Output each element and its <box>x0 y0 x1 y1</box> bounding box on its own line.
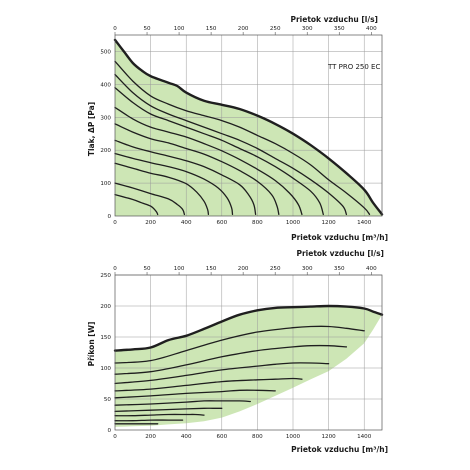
speed-curve-8 <box>114 162 210 216</box>
pressure-chart: Prietok vzduchu [l/s] 0 50 100 150 200 250 300… <box>87 15 388 242</box>
top-axis-title: Prietok vzduchu [l/s] <box>290 15 378 24</box>
speed-curve-2 <box>114 344 348 375</box>
top-tick-label: 150 <box>206 26 217 32</box>
x-tick-label: 0 <box>113 434 117 440</box>
speed-curve-7 <box>114 407 223 413</box>
y-tick-label: 200 <box>100 304 111 310</box>
y-tick-label: 400 <box>100 82 111 88</box>
x-tick-label: 1400 <box>357 220 372 226</box>
y-axis-ticks: 0 50 100 150 200 250 <box>100 273 111 434</box>
speed-curve-1 <box>114 60 371 216</box>
top-axis-title: Prietok vzduchu [l/s] <box>296 249 384 258</box>
speed-curve-3 <box>114 362 330 385</box>
x-tick-label: 1200 <box>321 434 336 440</box>
speed-curve-7 <box>114 152 234 216</box>
y-tick-label: 50 <box>104 397 112 403</box>
x-tick-label: 400 <box>181 220 192 226</box>
top-tick-label: 0 <box>113 26 117 32</box>
x-tick-label: 1200 <box>321 220 336 226</box>
x-tick-label: 600 <box>216 220 227 226</box>
y-tick-label: 150 <box>100 335 111 341</box>
speed-curve-5 <box>114 389 276 399</box>
x-tick-label: 200 <box>145 220 156 226</box>
speed-curve-9 <box>114 419 184 422</box>
power-chart: Prietok vzduchu [l/s] 0 50 100 150 200 250 300… <box>87 249 388 454</box>
x-tick-label: 1400 <box>357 434 372 440</box>
y-tick-label: 0 <box>107 214 111 220</box>
x-tick-label: 0 <box>113 220 117 226</box>
x-tick-label: 600 <box>216 434 227 440</box>
speed-curve-1 <box>114 325 365 364</box>
grid-lines <box>115 35 382 216</box>
plot-frame <box>114 34 383 217</box>
max-curve <box>113 304 384 352</box>
y-axis-title: Tlak, ΔP [Pa] <box>87 102 96 156</box>
speed-curve-4 <box>114 106 303 216</box>
y-tick-label: 300 <box>100 115 111 121</box>
top-tick-label: 100 <box>174 266 185 272</box>
speed-curve-6 <box>114 139 257 216</box>
top-tick-label: 250 <box>270 266 281 272</box>
x-tick-label: 400 <box>181 434 192 440</box>
speed-curves <box>114 325 365 425</box>
top-tick-label: 100 <box>174 26 185 32</box>
speed-curve-5 <box>114 123 280 216</box>
top-tick-label: 250 <box>270 26 281 32</box>
top-tick-label: 0 <box>113 266 117 272</box>
y-tick-label: 500 <box>100 49 111 55</box>
speed-curves <box>114 60 371 216</box>
x-tick-label: 800 <box>252 434 263 440</box>
top-tick-label: 200 <box>238 266 249 272</box>
speed-curve-9 <box>114 182 186 216</box>
x-tick-label: 1000 <box>286 220 301 226</box>
top-axis-ticks: 0 50 100 150 200 250 300 350 400 <box>113 26 377 35</box>
top-axis-ticks: 0 50 100 150 200 250 300 350 400 <box>113 266 377 275</box>
top-tick-label: 300 <box>302 266 313 272</box>
x-axis-ticks: 0 200 400 600 800 1000 1200 1400 <box>113 434 372 440</box>
x-tick-label: 200 <box>145 434 156 440</box>
top-tick-label: 350 <box>334 26 345 32</box>
top-tick-label: 350 <box>334 266 345 272</box>
top-tick-label: 50 <box>143 26 151 32</box>
x-axis-title: Prietok vzduchu [m³/h] <box>291 233 388 242</box>
speed-curve-2 <box>114 73 348 216</box>
speed-curve-8 <box>114 413 205 417</box>
x-axis-ticks: 0 200 400 600 800 1000 1200 1400 <box>113 220 372 226</box>
model-label: TT PRO 250 EC <box>327 63 380 71</box>
speed-curve-6 <box>114 400 251 406</box>
y-axis-ticks: 0 100 200 300 400 500 <box>100 49 111 220</box>
top-tick-label: 400 <box>366 266 377 272</box>
top-tick-label: 300 <box>302 26 313 32</box>
top-tick-label: 400 <box>366 26 377 32</box>
x-axis-title: Prietok vzduchu [m³/h] <box>291 445 388 454</box>
y-tick-label: 100 <box>100 366 111 372</box>
top-tick-label: 150 <box>206 266 217 272</box>
plot-frame <box>114 274 383 431</box>
speed-curve-3 <box>114 87 324 216</box>
speed-curve-10 <box>114 193 159 216</box>
x-tick-label: 800 <box>252 220 263 226</box>
x-tick-label: 1000 <box>286 434 301 440</box>
top-tick-label: 50 <box>143 266 151 272</box>
y-axis-title: Příkon [W] <box>87 322 96 367</box>
max-curve <box>113 38 384 216</box>
y-tick-label: 0 <box>107 428 111 434</box>
operating-area <box>115 39 382 217</box>
top-tick-label: 200 <box>238 26 249 32</box>
speed-curve-4 <box>114 377 303 392</box>
y-tick-label: 250 <box>100 273 111 279</box>
y-tick-label: 200 <box>100 148 111 154</box>
y-tick-label: 100 <box>100 181 111 187</box>
